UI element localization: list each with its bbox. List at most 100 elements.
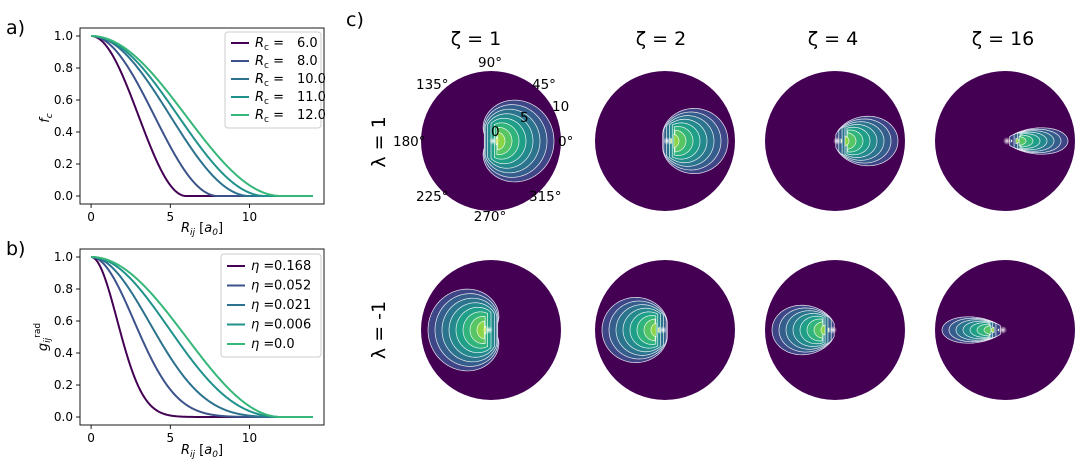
column-title-zeta-16: ζ = 16 bbox=[972, 28, 1035, 50]
polar-map-zeta-2-lambda-1 bbox=[595, 71, 735, 211]
panel-label-c: c) bbox=[346, 9, 364, 31]
plot-frame bbox=[79, 248, 325, 426]
radial-function-chart: 0 5 10 0.0 0.2 0.4 0.6 0.8 1.0 η = 0.168 η = 0.05… bbox=[33, 248, 325, 460]
radial-label-10: 10 bbox=[552, 99, 569, 115]
legend-frame bbox=[220, 253, 322, 358]
polar-map-zeta-2-lambda-minus-1 bbox=[595, 260, 735, 400]
plot-frame bbox=[79, 27, 325, 205]
axis-ticks: 0 5 10 0.0 0.2 0.4 0.6 0.8 1.0 bbox=[54, 250, 257, 445]
y-tick-label: 1.0 bbox=[54, 250, 73, 264]
y-axis-label: fc bbox=[38, 113, 55, 123]
polar-map-zeta-1-lambda-1 bbox=[421, 71, 561, 211]
x-tick-label: 5 bbox=[166, 431, 174, 445]
polar-map-zeta-4-lambda-minus-1 bbox=[765, 260, 905, 400]
series-lines bbox=[91, 35, 313, 197]
panel-label-a: a) bbox=[6, 17, 25, 39]
row-title-lambda-minus-1: λ = -1 bbox=[368, 301, 390, 359]
x-tick-label: 10 bbox=[242, 210, 257, 224]
contour-level-8 bbox=[844, 135, 850, 147]
x-tick-label: 5 bbox=[166, 210, 174, 224]
angle-label-90: 90° bbox=[478, 55, 502, 71]
legend-entry-3: η = 0.006 bbox=[251, 318, 311, 333]
series-lines bbox=[91, 256, 313, 418]
x-tick-label: 0 bbox=[87, 210, 95, 224]
y-tick-label: 0.0 bbox=[54, 410, 73, 424]
origin-glow bbox=[485, 326, 493, 334]
contour-level-8 bbox=[820, 324, 826, 336]
contour-level-7 bbox=[983, 325, 992, 335]
legend: η = 0.168 η = 0.052 η = 0.021 η = 0.006 η = … bbox=[220, 253, 322, 358]
contour-level-9 bbox=[495, 136, 499, 146]
panel-label-b: b) bbox=[6, 238, 25, 260]
polar-map-zeta-16-lambda-1 bbox=[935, 71, 1075, 211]
contour-level-9 bbox=[1010, 139, 1013, 143]
axis-ticks: 0 5 10 0.0 0.2 0.4 0.6 0.8 1.0 bbox=[54, 29, 257, 224]
legend-entry-1: η = 0.052 bbox=[251, 279, 311, 294]
origin-glow bbox=[833, 137, 841, 145]
angle-label-270: 270° bbox=[474, 209, 507, 225]
cutoff-function-chart: 0 5 100.00.20.40.60.81.0 Rc = 6.0Rc = 8.0R… bbox=[38, 27, 326, 238]
legend-entry-2: Rc = 10.0 bbox=[255, 72, 326, 89]
x-tick-label: 10 bbox=[242, 431, 257, 445]
column-title-zeta-4: ζ = 4 bbox=[808, 28, 858, 50]
origin-glow bbox=[1003, 137, 1011, 145]
angular-function-polar-grid: ζ = 1 ζ = 2 ζ = 4 ζ = 16 λ = 1 λ = -1 0°… bbox=[368, 28, 1075, 400]
origin-glow bbox=[659, 326, 667, 334]
contour-level-8 bbox=[650, 322, 657, 338]
polar-map-zeta-4-lambda-1 bbox=[765, 71, 905, 211]
contour-level-8 bbox=[476, 320, 485, 340]
contour-level-9 bbox=[840, 138, 843, 144]
legend-entry-0: η = 0.168 bbox=[251, 259, 311, 274]
y-tick-label: 0.0 bbox=[54, 189, 73, 203]
row-title-lambda-1: λ = 1 bbox=[368, 116, 390, 167]
angle-label-225: 225° bbox=[416, 189, 449, 205]
y-tick-label: 1.0 bbox=[54, 29, 73, 43]
contour-level-8 bbox=[1015, 137, 1020, 145]
contour-level-7 bbox=[643, 318, 656, 342]
legend-entry-1: Rc = 8.0 bbox=[255, 54, 318, 71]
column-title-zeta-2: ζ = 2 bbox=[636, 28, 686, 50]
y-tick-label: 0.4 bbox=[54, 346, 73, 360]
legend-entry-4: η = 0.0 bbox=[251, 337, 295, 352]
y-tick-label: 0.6 bbox=[54, 93, 73, 107]
legend-entry-4: Rc = 12.0 bbox=[255, 108, 326, 125]
x-axis-label: Rij [a0] bbox=[181, 443, 223, 460]
angle-label-315: 315° bbox=[529, 189, 562, 205]
polar-angle-labels: 0° 45° 90° 135° 180° 225° 270° 315° 0 5 … bbox=[393, 55, 573, 225]
column-title-zeta-1: ζ = 1 bbox=[451, 28, 501, 50]
contour-level-7 bbox=[813, 321, 824, 339]
radial-label-0: 0 bbox=[491, 124, 500, 140]
series-line-4 bbox=[91, 35, 313, 197]
contour-level-9 bbox=[997, 328, 1000, 332]
contour-level-9 bbox=[827, 327, 830, 333]
legend: Rc = 6.0Rc = 8.0Rc = 10.0Rc = 11.0Rc = 1… bbox=[224, 31, 326, 129]
polar-map-zeta-1-lambda-minus-1 bbox=[421, 260, 561, 400]
y-tick-label: 0.8 bbox=[54, 61, 73, 75]
contour-level-7 bbox=[674, 129, 687, 153]
origin-glow bbox=[999, 326, 1007, 334]
x-axis-label: Rij [a0] bbox=[181, 221, 223, 238]
contour-level-8 bbox=[673, 133, 680, 149]
series-line-4 bbox=[91, 256, 313, 418]
legend-frame bbox=[224, 31, 322, 129]
legend-entry-3: Rc = 11.0 bbox=[255, 90, 326, 107]
contour-level-7 bbox=[846, 132, 857, 150]
polar-maps bbox=[421, 71, 1075, 400]
y-tick-label: 0.2 bbox=[54, 378, 73, 392]
contour-level-7 bbox=[1018, 136, 1027, 146]
contour-level-9 bbox=[483, 325, 487, 335]
contour-level-8 bbox=[497, 131, 506, 151]
origin-glow bbox=[829, 326, 837, 334]
y-tick-label: 0.4 bbox=[54, 125, 73, 139]
legend-entry-2: η = 0.021 bbox=[251, 298, 311, 313]
radial-label-5: 5 bbox=[520, 110, 529, 126]
contour-level-9 bbox=[657, 326, 660, 334]
angle-label-180: 180° bbox=[393, 134, 426, 150]
origin-glow bbox=[663, 137, 671, 145]
angle-label-0: 0° bbox=[558, 134, 573, 150]
y-tick-label: 0.8 bbox=[54, 282, 73, 296]
y-axis-label: gijrad bbox=[33, 323, 53, 351]
contour-level-8 bbox=[990, 326, 995, 334]
x-tick-label: 0 bbox=[87, 431, 95, 445]
